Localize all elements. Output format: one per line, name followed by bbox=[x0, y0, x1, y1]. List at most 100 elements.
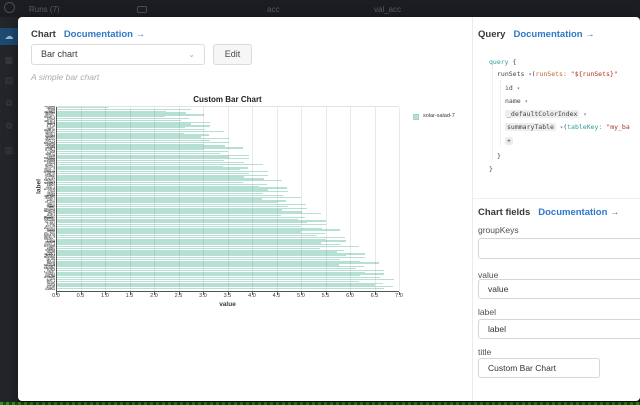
y-axis-tick-labels: le361am2 m9mhs6 -lh165 r9h788eh 64nrmlh … bbox=[43, 106, 55, 290]
chart-title: Custom Bar Chart bbox=[193, 95, 262, 104]
bar bbox=[57, 218, 299, 220]
bar bbox=[57, 158, 250, 160]
bar bbox=[57, 273, 385, 275]
bar bbox=[57, 178, 264, 180]
bar bbox=[57, 255, 346, 257]
x-ticklabel: 4.0 bbox=[248, 293, 256, 299]
gridline bbox=[129, 107, 131, 291]
fields-panel-header-row: Chart fields Documentation → bbox=[478, 207, 620, 218]
code-token: "my_ba bbox=[606, 123, 630, 131]
x-tickmark bbox=[350, 292, 351, 295]
x-ticklabel: 1.0 bbox=[101, 293, 109, 299]
bar bbox=[57, 258, 341, 261]
y-axis-line bbox=[56, 107, 57, 291]
code-chip[interactable]: summaryTable bbox=[505, 123, 556, 131]
gridline bbox=[203, 107, 204, 291]
bar bbox=[57, 149, 204, 151]
bar bbox=[57, 136, 202, 138]
x-ticklabel: 7.0 bbox=[395, 293, 403, 299]
x-tickmark bbox=[203, 292, 204, 295]
bar bbox=[57, 108, 191, 111]
code-token: "${runSets}" bbox=[570, 70, 618, 78]
x-ticklabel: 5.5 bbox=[321, 293, 330, 299]
query-documentation-link[interactable]: Documentation → bbox=[513, 29, 595, 40]
gridline bbox=[350, 107, 351, 291]
code-token: { bbox=[508, 58, 517, 66]
bar bbox=[57, 114, 205, 116]
bar bbox=[57, 256, 366, 259]
runs-count-label: Runs (7) bbox=[29, 5, 60, 14]
run-selector-icon bbox=[4, 2, 15, 13]
x-tickmark bbox=[227, 292, 229, 295]
code-token: ( bbox=[563, 123, 568, 131]
bar bbox=[57, 123, 191, 125]
gridline bbox=[80, 107, 82, 291]
bar bbox=[57, 160, 225, 162]
title-input[interactable] bbox=[478, 358, 600, 378]
bar bbox=[57, 189, 269, 191]
x-ticklabel: 6.5 bbox=[370, 293, 379, 299]
query-panel-title: Query bbox=[478, 29, 506, 40]
code-token: name bbox=[505, 97, 525, 105]
x-tickmark bbox=[129, 292, 131, 295]
x-tickmark bbox=[252, 292, 253, 295]
code-line: id ▾ bbox=[505, 84, 520, 92]
code-token: tableKey: bbox=[567, 123, 603, 131]
gridline bbox=[301, 107, 302, 291]
x-ticklabel: 6.0 bbox=[346, 293, 354, 299]
value-input[interactable] bbox=[478, 279, 640, 299]
bar bbox=[57, 150, 228, 153]
gridline bbox=[154, 107, 155, 291]
bar bbox=[57, 245, 360, 248]
panel-divider bbox=[472, 17, 473, 401]
bar bbox=[57, 165, 224, 167]
edit-button[interactable]: Edit bbox=[213, 44, 252, 65]
code-line: } bbox=[489, 165, 493, 173]
code-line: + bbox=[505, 137, 513, 145]
chart-type-select[interactable]: Bar chart ⌄ bbox=[31, 44, 205, 65]
field-dropdown-caret[interactable]: ▾ bbox=[559, 125, 564, 131]
bar bbox=[57, 194, 283, 197]
bar bbox=[57, 225, 302, 228]
x-ticklabel: 2.5 bbox=[174, 293, 183, 299]
chart-documentation-link[interactable]: Documentation → bbox=[63, 29, 146, 40]
bar bbox=[57, 192, 263, 195]
bar bbox=[57, 132, 185, 134]
code-chip[interactable]: _defaultColorIndex bbox=[505, 110, 580, 118]
fields-documentation-link[interactable]: Documentation → bbox=[538, 207, 620, 218]
field-dropdown-caret[interactable]: ▾ bbox=[583, 112, 587, 118]
bar bbox=[57, 214, 282, 217]
code-line: _defaultColorIndex ▾ bbox=[505, 110, 587, 118]
bar bbox=[57, 107, 109, 109]
table-icon: ▦ bbox=[4, 55, 14, 65]
bar bbox=[57, 227, 322, 229]
panel-icon bbox=[137, 6, 147, 13]
bar bbox=[57, 264, 340, 266]
code-token: runSets: bbox=[535, 70, 567, 78]
bar bbox=[57, 154, 249, 156]
background-sidebar: ☁ ▦ ▤ ⧉ ⚙ ▥ bbox=[0, 17, 18, 402]
field-dropdown-caret[interactable]: ▾ bbox=[528, 72, 532, 78]
gridline bbox=[178, 107, 180, 291]
bar bbox=[57, 205, 288, 208]
share-icon: ⧉ bbox=[5, 98, 13, 108]
x-tickmark bbox=[154, 292, 155, 295]
indent-guide bbox=[500, 80, 501, 146]
bar bbox=[57, 267, 356, 270]
code-chip[interactable]: + bbox=[505, 137, 513, 145]
green-status-strip bbox=[0, 402, 640, 405]
query-panel-header-row: Query Documentation → bbox=[478, 29, 595, 40]
bar bbox=[57, 183, 267, 186]
bar bbox=[57, 203, 307, 206]
bar bbox=[57, 112, 187, 114]
bar bbox=[57, 249, 345, 251]
field-dropdown-caret[interactable]: ▾ bbox=[516, 86, 521, 92]
label-input[interactable] bbox=[478, 319, 640, 339]
field-dropdown-caret[interactable]: ▾ bbox=[524, 99, 528, 105]
bar bbox=[57, 287, 385, 290]
gridline bbox=[325, 107, 327, 291]
bar bbox=[57, 156, 230, 158]
groupkeys-input[interactable] bbox=[478, 238, 640, 259]
code-token: ( bbox=[531, 70, 536, 78]
code-token: query bbox=[489, 58, 509, 66]
